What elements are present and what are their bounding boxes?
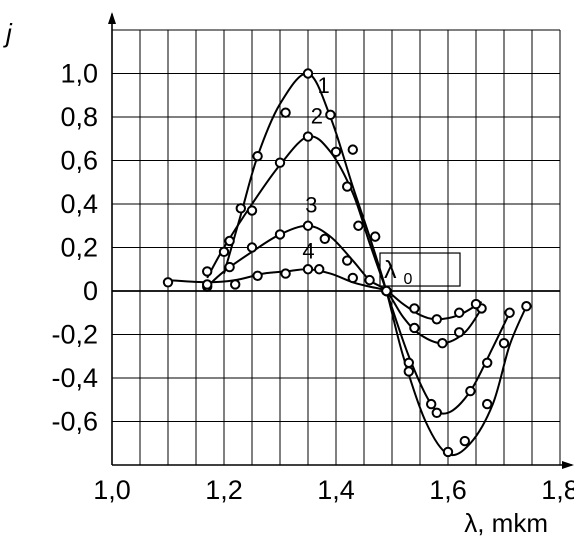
data-point-1: [342, 181, 353, 192]
data-point-4: [381, 285, 392, 297]
series-label-3: 3: [305, 193, 317, 218]
lambda0-symbol: λ: [384, 256, 397, 284]
markers: [162, 68, 532, 458]
y-tick-label: 0: [83, 276, 98, 306]
data-point-2: [347, 144, 358, 155]
lambda0-annotation: λ 0: [379, 252, 461, 288]
data-point-2: [403, 357, 414, 368]
y-tick-label: 0,2: [60, 233, 98, 263]
x-tick-label: 1,0: [93, 475, 131, 505]
series-label-1: 1: [318, 73, 330, 98]
data-point-4: [230, 279, 241, 290]
data-point-3: [409, 322, 420, 334]
x-tick-label: 1,2: [205, 475, 243, 505]
data-point-2: [431, 407, 442, 418]
x-tick-label: 1,8: [541, 475, 574, 505]
labels: 1,0 0,8 0,6 0,4 0,2 0 -0,2 -0,4 -0,6 1,0 1,2 1,4 1,6…: [51, 59, 574, 506]
data-point-1: [302, 68, 314, 79]
data-point-2: [224, 235, 235, 247]
x-tick-label: 1,4: [317, 475, 355, 505]
x-axis-arrow: [562, 461, 574, 469]
data-point-3: [302, 220, 314, 231]
data-point-3: [274, 229, 286, 240]
y-tick-label: -0,2: [51, 320, 98, 350]
data-point-4: [302, 264, 314, 275]
data-point-3: [246, 242, 258, 253]
data-point-3: [454, 327, 465, 338]
grid: [112, 29, 561, 465]
lambda0-subscript: 0: [403, 271, 412, 288]
data-point-1: [498, 338, 510, 349]
data-point-4: [409, 303, 420, 314]
data-point-2: [246, 205, 258, 216]
axes: [108, 12, 574, 469]
series-label-4: 4: [302, 238, 314, 263]
y-tick-label: -0,4: [51, 363, 98, 393]
data-point-4: [202, 279, 213, 290]
data-point-2: [330, 146, 342, 158]
series-label-2: 2: [311, 104, 323, 129]
series-line-1: [223, 72, 528, 457]
data-point-1: [280, 107, 291, 118]
x-tick-label: 1,6: [429, 475, 467, 505]
data-point-3: [437, 338, 448, 349]
data-point-2: [274, 157, 286, 168]
data-point-4: [347, 272, 358, 284]
data-point-1: [442, 446, 454, 458]
data-point-3: [319, 233, 330, 245]
data-point-2: [202, 266, 213, 277]
x-axis-label: λ, mkm: [464, 508, 548, 538]
y-tick-label: -0,6: [51, 407, 98, 437]
data-point-4: [454, 307, 465, 318]
data-point-2: [504, 307, 515, 318]
data-point-3: [364, 274, 375, 286]
data-point-4: [314, 264, 325, 275]
data-point-4: [162, 277, 174, 288]
lambda0-box: [379, 252, 461, 287]
data-point-1: [218, 246, 230, 258]
data-point-4: [431, 314, 442, 325]
data-point-1: [426, 398, 437, 410]
data-point-1: [325, 109, 336, 121]
data-point-2: [482, 357, 493, 368]
series-line-2: [206, 135, 511, 415]
data-point-4: [280, 268, 291, 279]
data-point-1: [459, 435, 470, 447]
y-tick-label: 0,4: [60, 189, 98, 219]
data-point-1: [353, 220, 364, 231]
data-point-1: [235, 203, 247, 214]
data-point-2: [465, 385, 476, 397]
data-point-1: [482, 398, 493, 410]
data-point-2: [302, 131, 314, 142]
data-point-4: [252, 270, 263, 281]
data-point-1: [521, 301, 532, 312]
data-point-1: [403, 366, 414, 377]
y-axis-label: j: [3, 18, 13, 48]
y-tick-label: 1,0: [60, 59, 98, 89]
data-point-1: [370, 231, 381, 242]
data-point-4: [470, 298, 482, 310]
data-point-3: [224, 261, 235, 273]
data-point-1: [252, 150, 263, 162]
series-line-3: [206, 224, 483, 345]
y-axis-arrow: [108, 12, 116, 24]
data-point-3: [342, 255, 353, 266]
series-line-4: [167, 268, 483, 321]
y-tick-label: 0,6: [60, 146, 98, 176]
lambda0-label: λ 0: [384, 256, 412, 288]
y-tick-label: 0,8: [60, 102, 98, 132]
